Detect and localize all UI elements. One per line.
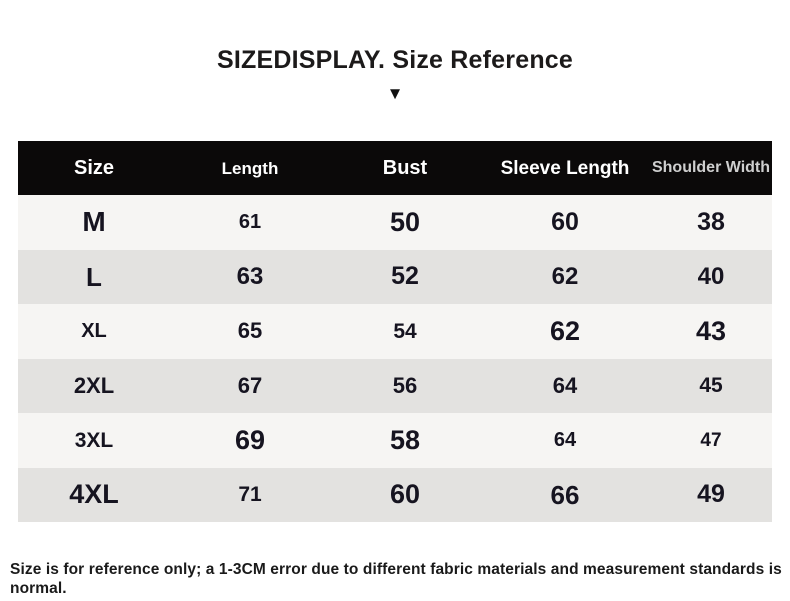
size-label-cell: XL	[81, 320, 107, 343]
measurement-cell: 47	[700, 429, 722, 451]
measurement-cell: 54	[393, 319, 417, 343]
measurement-cell: 45	[699, 374, 723, 398]
measurement-cell: 60	[551, 207, 579, 236]
measurement-cell: 64	[552, 372, 578, 398]
column-header: Length	[221, 158, 279, 178]
measurement-cell: 49	[697, 480, 725, 509]
column-header: Sleeve Length	[500, 157, 630, 179]
size-label-cell: L	[86, 261, 102, 292]
table-row: 3XL 69 58 64 47	[18, 413, 772, 468]
measurement-cell: 43	[695, 315, 727, 346]
measurement-cell: 69	[234, 424, 266, 455]
size-label-cell: 4XL	[69, 479, 119, 510]
measurement-cell: 63	[236, 262, 264, 290]
measurement-cell: 52	[391, 262, 419, 291]
measurement-cell: 64	[553, 429, 577, 452]
disclaimer-text: Size is for reference only; a 1-3CM erro…	[10, 560, 782, 597]
column-header: Size	[73, 157, 115, 179]
measurement-cell: 58	[389, 424, 421, 455]
measurement-cell: 67	[237, 372, 263, 398]
table-row: M 61 50 60 38	[18, 195, 772, 250]
table-row: L 63 52 62 40	[18, 249, 772, 304]
column-header: Bust	[382, 157, 428, 179]
column-header: Shoulder Width	[651, 159, 771, 176]
table-header-row: Size Length Bust Sleeve Length Shoulder Widt…	[18, 141, 772, 195]
size-label-cell: M	[82, 206, 106, 238]
page-title: SIZEDISPLAY. Size Reference	[216, 46, 573, 74]
measurement-cell: 60	[389, 479, 421, 510]
measurement-cell: 50	[389, 206, 421, 237]
down-triangle-icon: ▼	[386, 84, 404, 103]
table-row: 4XL 71 60 66 49	[18, 467, 772, 522]
measurement-cell: 38	[697, 207, 725, 236]
measurement-cell: 40	[697, 262, 725, 290]
measurement-cell: 66	[550, 479, 580, 510]
measurement-cell: 65	[237, 318, 263, 344]
table-row: 2XL 67 56 64 45	[18, 358, 772, 413]
measurement-cell: 62	[551, 262, 579, 290]
size-label-cell: 2XL	[73, 372, 115, 398]
measurement-cell: 62	[549, 315, 581, 346]
size-label-cell: 3XL	[74, 428, 114, 452]
measurement-cell: 61	[238, 211, 262, 234]
measurement-cell: 71	[238, 483, 262, 507]
table-body: M 61 50 60 38 L 63 52 62 40 XL 65 54 62 43 2XL 67 56 64 45 3…	[18, 195, 772, 522]
table-row: XL 65 54 62 43	[18, 304, 772, 359]
measurement-cell: 56	[392, 372, 418, 398]
size-table: Size Length Bust Sleeve Length Shoulder Widt…	[18, 141, 772, 522]
